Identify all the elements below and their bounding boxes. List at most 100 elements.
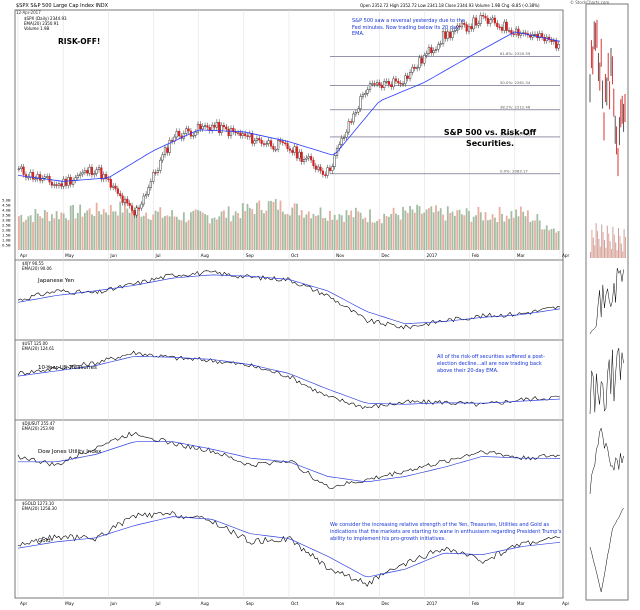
volume-bar xyxy=(95,202,98,250)
candle-body xyxy=(76,175,79,179)
x-tick-label-mid: Apr xyxy=(20,253,28,258)
volume-bar xyxy=(307,211,310,250)
candle-body xyxy=(291,150,294,153)
x-tick-label: May xyxy=(65,601,74,606)
candle-body xyxy=(293,146,296,153)
candle-body xyxy=(390,84,393,87)
inset-volume-bar xyxy=(599,246,601,258)
candle-body xyxy=(343,137,346,139)
candle-body xyxy=(338,144,341,149)
volume-bar xyxy=(272,201,275,250)
inset-$DJUSUT-line xyxy=(589,427,624,495)
volume-bar xyxy=(298,215,301,250)
volume-bar xyxy=(20,214,23,250)
volume-bar xyxy=(383,213,386,250)
x-tick-label: Mar xyxy=(517,601,525,606)
candle-body xyxy=(432,50,435,54)
candle-body xyxy=(17,168,20,171)
candle-body xyxy=(489,19,492,24)
volume-bar xyxy=(100,214,103,250)
risk-off-label: RISK-OFF! xyxy=(58,37,100,46)
volume-bar xyxy=(425,209,428,250)
candle-body xyxy=(227,128,230,137)
candle-body xyxy=(515,28,518,35)
candle-body xyxy=(126,198,129,204)
volume-bar xyxy=(465,208,468,250)
volume-bar xyxy=(482,220,485,250)
riskoff-note: All of the risk-off securities suffered … xyxy=(437,354,545,374)
candle-body xyxy=(50,181,53,186)
candle-body xyxy=(196,124,200,133)
x-tick-label: Sep xyxy=(246,601,254,606)
volume-bar xyxy=(135,205,138,250)
x-tick-label-mid: Jul xyxy=(155,253,161,258)
candle-body xyxy=(149,181,152,188)
x-tick-label-mid: Dec xyxy=(381,253,390,258)
x-tick-label: Oct xyxy=(291,601,299,606)
volume-bar xyxy=(484,212,487,250)
candle-body xyxy=(307,156,310,159)
volume-bar xyxy=(43,210,46,250)
candle-body xyxy=(147,187,150,195)
inset-volume-bar xyxy=(594,245,596,258)
candle-body xyxy=(449,31,452,38)
candle-body xyxy=(451,31,454,38)
volume-bar xyxy=(79,204,82,250)
candle-body xyxy=(93,173,96,176)
volume-bar xyxy=(479,212,482,250)
candle-body xyxy=(357,108,360,113)
volume-bar xyxy=(239,218,242,250)
candle-body xyxy=(220,124,223,133)
candle-body xyxy=(540,33,544,38)
volume-bar xyxy=(352,217,355,250)
volume-bar xyxy=(324,217,327,250)
inset-volume-bar xyxy=(601,224,603,258)
candle-body xyxy=(350,121,353,123)
candle-body xyxy=(100,167,103,180)
candle-body xyxy=(533,34,537,36)
gold-legend-value: $GOLD 1273.10 xyxy=(22,501,54,506)
chart-title-box: S&P 500 vs. Risk-Off Securities. xyxy=(444,128,536,148)
volume-bar xyxy=(529,221,532,250)
volume-bar xyxy=(251,209,254,250)
volume-bar xyxy=(423,212,426,250)
volume-bar xyxy=(145,212,148,250)
volume-bar xyxy=(345,210,348,250)
candle-body xyxy=(354,111,357,115)
candle-body xyxy=(482,15,485,17)
volume-bars xyxy=(18,199,560,250)
volume-bar xyxy=(538,220,541,250)
candle-body xyxy=(121,195,124,203)
candle-body xyxy=(142,195,145,205)
volume-bar xyxy=(166,215,169,250)
volume-bar xyxy=(291,207,294,250)
candle-body xyxy=(29,171,32,178)
candle-body xyxy=(279,140,282,142)
volume-bar xyxy=(208,223,211,250)
candle-body xyxy=(477,23,480,26)
candle-body xyxy=(441,31,445,44)
candle-body xyxy=(444,31,447,39)
volume-bar xyxy=(404,210,407,250)
candle-body xyxy=(288,148,291,151)
candle-body xyxy=(371,83,374,85)
volume-bar xyxy=(411,209,414,250)
candle-body xyxy=(425,53,428,56)
$DJUSUT-ema xyxy=(18,441,561,482)
candle-body xyxy=(493,17,497,24)
inset-volume-bar xyxy=(597,231,598,258)
candle-body xyxy=(145,193,148,197)
candle-body xyxy=(324,174,327,176)
volume-bar xyxy=(22,221,25,250)
candle-body xyxy=(505,21,508,31)
candle-body xyxy=(418,57,421,68)
candle-body xyxy=(86,170,89,174)
volume-tick-label: 4.0B xyxy=(2,208,11,213)
fib-levels: 61.8%: 2320.59 50.0%: 2261.34 38.2%: 2212.… xyxy=(330,51,560,175)
volume-bar xyxy=(171,210,173,250)
candle-body xyxy=(399,82,402,85)
volume-bar xyxy=(55,211,58,250)
volume-bar xyxy=(124,202,126,250)
candle-body xyxy=(366,89,369,94)
